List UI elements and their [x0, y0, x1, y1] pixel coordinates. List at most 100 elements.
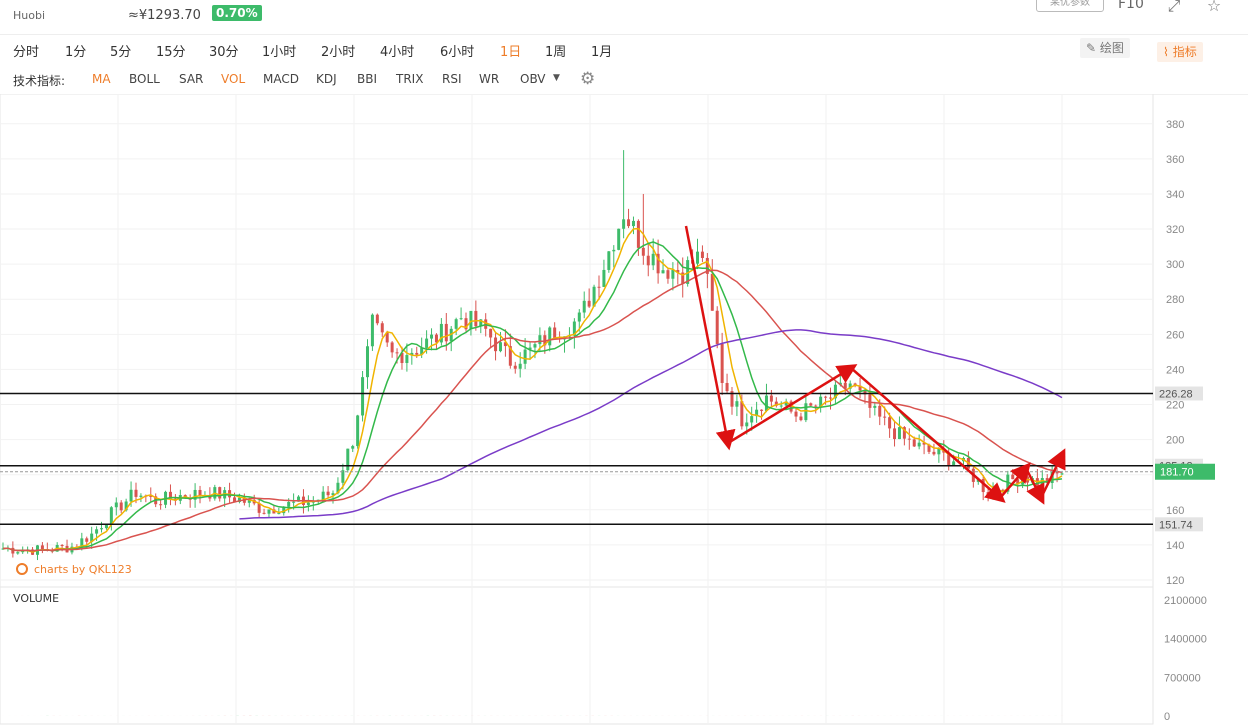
candle-body	[503, 342, 507, 347]
candle-body	[627, 219, 631, 227]
candle-body	[715, 310, 719, 344]
candle-body	[809, 403, 813, 406]
candle-body	[720, 343, 724, 383]
candle-body	[843, 382, 847, 389]
price-panel	[0, 94, 1154, 588]
candle-body	[794, 411, 798, 417]
candle-body	[395, 352, 399, 354]
ticker-header: Huobi ≈¥1293.70 0.70% 某优参数 F10 ⤢ ☆	[0, 0, 1248, 35]
tab-timeframe-1h[interactable]: 1小时	[262, 45, 297, 60]
candle-body	[760, 409, 764, 411]
candle-body	[666, 270, 670, 279]
volume-panel	[0, 586, 1154, 725]
candle-body	[735, 401, 739, 407]
candle-body	[902, 427, 906, 439]
candle-body	[109, 507, 113, 525]
volume-tick-label: 2100000	[1164, 595, 1207, 607]
f10-button[interactable]: F10	[1118, 0, 1144, 12]
candle-body	[405, 355, 409, 364]
tab-timeframe-15m[interactable]: 15分	[156, 45, 186, 60]
candle-body	[356, 415, 360, 447]
trend-arrow	[684, 225, 736, 451]
candle-body	[267, 509, 271, 514]
candle-body	[168, 491, 172, 499]
candle-body	[774, 401, 778, 406]
tab-timeframe-4h[interactable]: 4小时	[380, 45, 415, 60]
fullscreen-icon[interactable]: ⤢	[1167, 0, 1181, 15]
tab-timeframe-realtime[interactable]: 分时	[13, 45, 40, 60]
indicator-macd[interactable]: MACD	[263, 72, 299, 86]
candle-body	[237, 497, 241, 502]
candle-body	[858, 385, 862, 391]
tab-timeframe-2h[interactable]: 2小时	[321, 45, 356, 60]
candle-body	[538, 335, 542, 345]
indicator-boll[interactable]: BOLL	[129, 72, 160, 86]
candle-body	[464, 318, 468, 330]
candle-body	[257, 503, 261, 513]
indicator-trix[interactable]: TRIX	[396, 72, 424, 86]
level-tag	[1155, 517, 1203, 532]
tab-timeframe-1d[interactable]: 1日	[500, 45, 522, 60]
candle-body	[641, 247, 645, 256]
candle-body	[198, 489, 202, 496]
draw-tool-button[interactable]: ✎ 绘图	[1080, 38, 1130, 58]
ma-line-4	[239, 329, 1063, 520]
tab-timeframe-5m[interactable]: 5分	[110, 45, 132, 60]
options-button[interactable]: 某优参数	[1036, 0, 1104, 12]
candle-body	[700, 251, 704, 258]
candle-body	[415, 352, 419, 355]
tab-timeframe-30m[interactable]: 30分	[209, 45, 239, 60]
indicator-rsi[interactable]: RSI	[442, 72, 462, 86]
candle-body	[518, 363, 522, 369]
indicator-obv[interactable]: OBV	[520, 72, 546, 86]
candle-body	[617, 228, 621, 250]
candle-body	[602, 269, 606, 287]
candle-body	[444, 323, 448, 342]
indicator-sar[interactable]: SAR	[179, 72, 204, 86]
candle-body	[16, 552, 20, 554]
candle-body	[459, 318, 463, 320]
line-chart-icon: ⌇	[1163, 45, 1169, 59]
candle-body	[262, 512, 266, 514]
gear-icon[interactable]: ⚙	[580, 69, 596, 89]
tab-timeframe-1w[interactable]: 1周	[545, 45, 567, 60]
current-price-label: 181.70	[1160, 467, 1194, 479]
current-price-tag	[1155, 463, 1215, 480]
indicator-tool-button[interactable]: ⌇ 指标	[1157, 42, 1203, 62]
star-icon[interactable]: ☆	[1206, 0, 1222, 15]
candle-body	[124, 501, 128, 511]
candle-body	[779, 405, 783, 407]
candle-body	[361, 377, 365, 416]
candle-body	[631, 220, 635, 227]
candle-body	[439, 323, 443, 343]
candle-body	[745, 422, 749, 427]
candle-body	[149, 495, 153, 497]
candle-body	[425, 338, 429, 348]
caret-down-icon[interactable]: ▼	[553, 73, 560, 83]
candle-body	[498, 342, 502, 352]
price-cny: ≈¥1293.70	[128, 8, 201, 23]
candle-body	[114, 502, 118, 508]
tab-timeframe-1mo[interactable]: 1月	[591, 45, 613, 60]
indicator-wr[interactable]: WR	[479, 72, 500, 86]
candle-body	[676, 269, 680, 273]
price-chart[interactable]: 3803603403203002802602402202001801601401…	[0, 94, 1248, 725]
candle-body	[828, 397, 832, 399]
indicator-ma[interactable]: MA	[92, 72, 111, 86]
indicator-tool-label: 指标	[1172, 45, 1197, 59]
candle-body	[533, 344, 537, 348]
candle-body	[917, 442, 921, 447]
tab-timeframe-6h[interactable]: 6小时	[440, 45, 475, 60]
indicator-kdj[interactable]: KDJ	[316, 72, 337, 86]
indicator-bbi[interactable]: BBI	[357, 72, 378, 86]
candle-body	[341, 470, 345, 483]
candle-body	[139, 495, 143, 497]
candle-body	[863, 390, 867, 395]
volume-tick-label: 700000	[1164, 672, 1201, 684]
candle-body	[60, 545, 64, 547]
candle-body	[912, 439, 916, 447]
candle-body	[681, 272, 685, 284]
tab-timeframe-1m[interactable]: 1分	[65, 45, 87, 60]
candle-body	[400, 352, 404, 364]
indicator-vol[interactable]: VOL	[221, 72, 246, 86]
